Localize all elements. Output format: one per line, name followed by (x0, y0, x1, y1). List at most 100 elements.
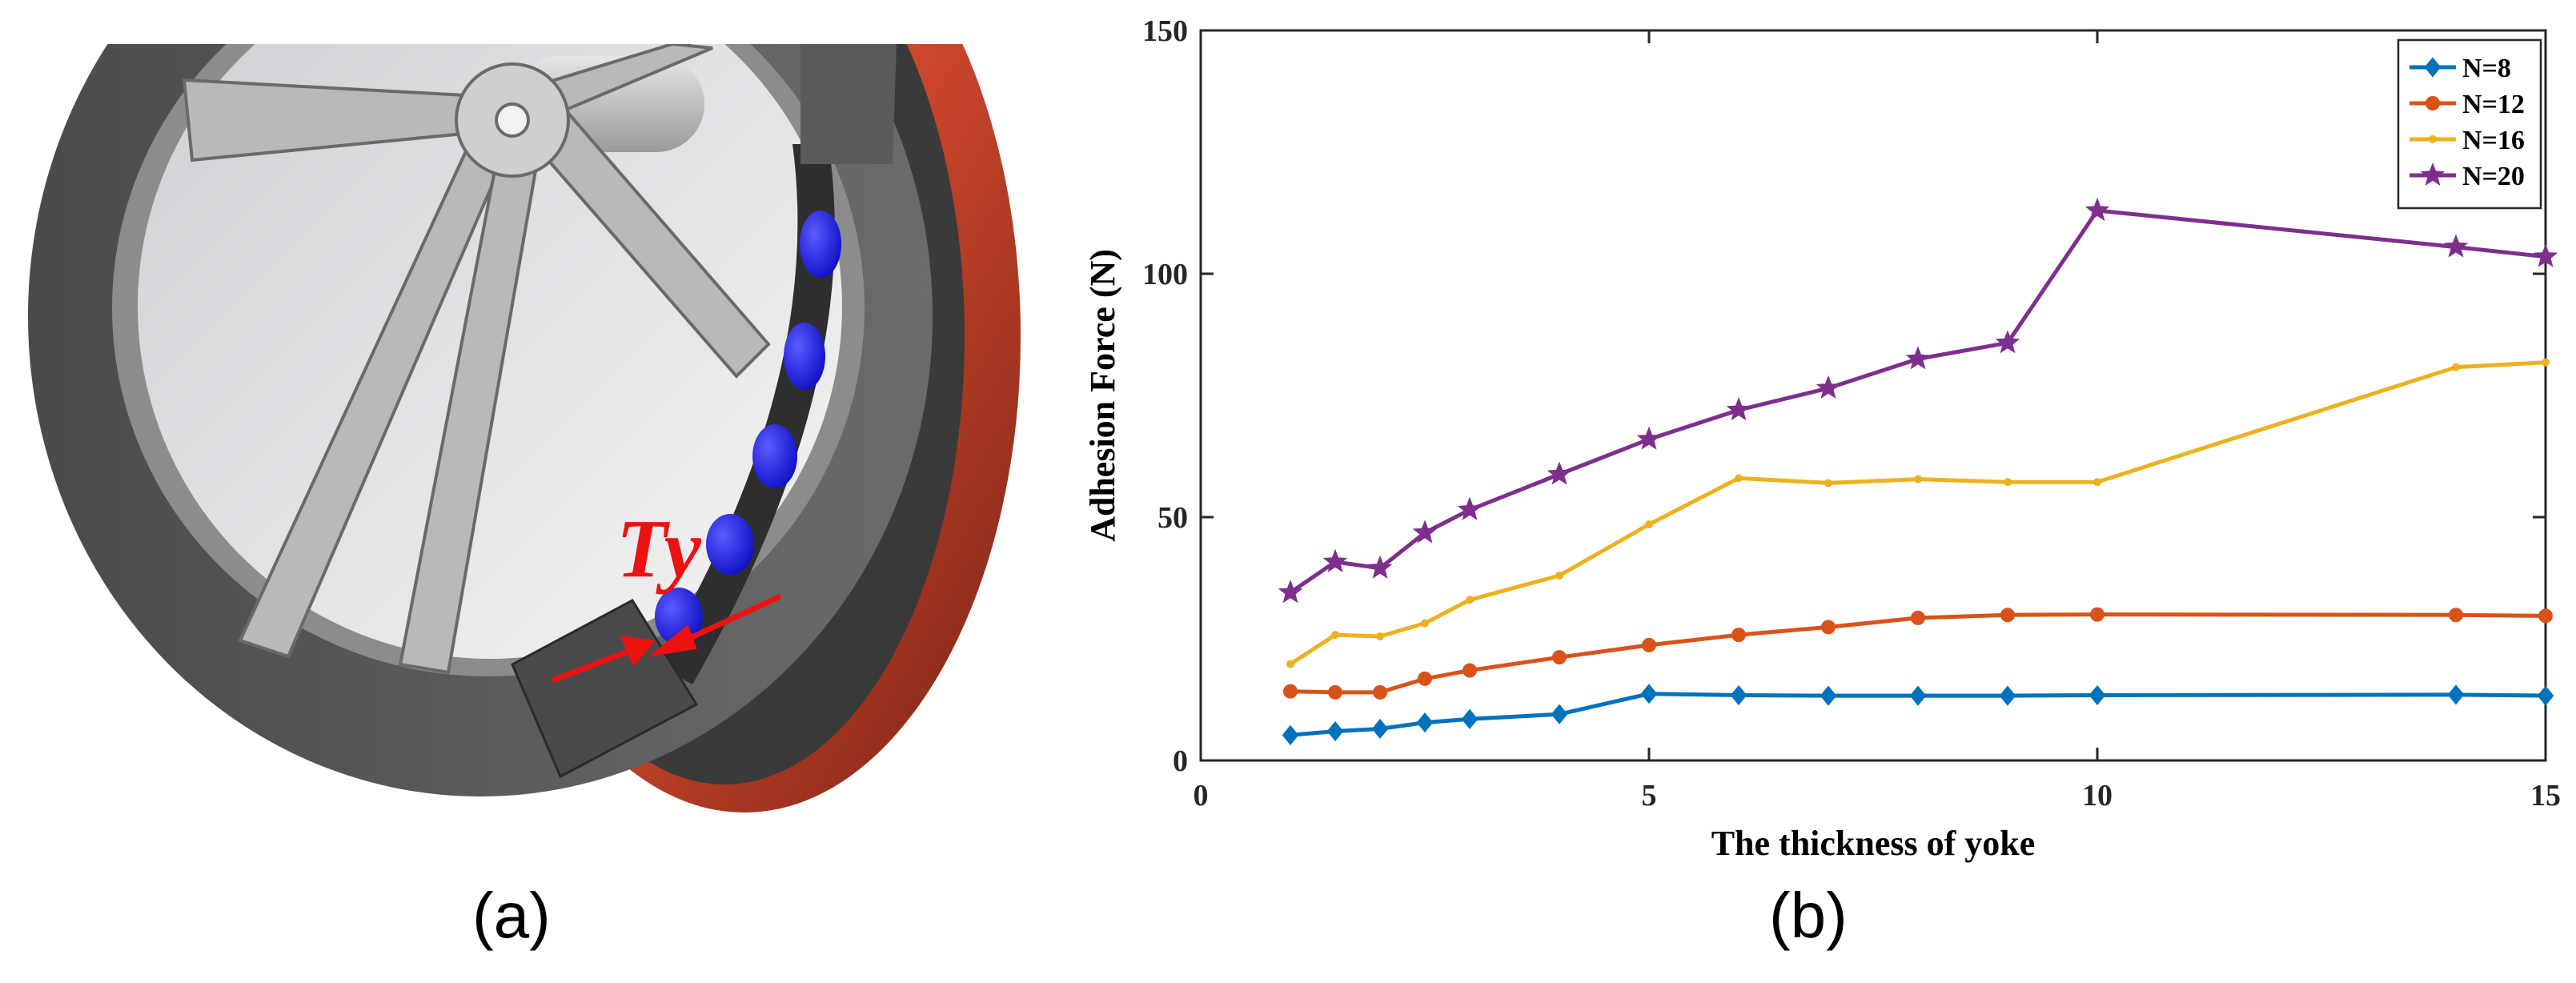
force-arrow (648, 624, 697, 657)
data-point (1286, 660, 1294, 668)
legend-label: N=16 (2462, 126, 2525, 155)
data-point (2449, 608, 2463, 623)
data-point (1642, 637, 1656, 652)
data-point (2093, 478, 2101, 487)
x-tick-label: 10 (2082, 779, 2113, 812)
magnet-cylinder (784, 323, 825, 390)
legend-item: N=8 (2409, 54, 2511, 83)
wheel-illustration: Ty (28, 44, 1021, 812)
data-point (2424, 57, 2442, 78)
data-point (1824, 479, 1832, 487)
data-point (2426, 96, 2440, 110)
series-line (1289, 208, 2546, 595)
series-line (1289, 360, 2546, 666)
y-tick-label: 150 (1142, 14, 1188, 48)
data-point (1322, 548, 1348, 573)
legend-label: N=12 (2462, 90, 2525, 119)
data-point (1412, 520, 1438, 544)
data-point (1367, 555, 1393, 579)
data-point (1371, 718, 1389, 740)
y-tick-label: 50 (1158, 501, 1188, 535)
data-point (2090, 607, 2105, 622)
data-point (2000, 608, 2015, 623)
data-point (2538, 608, 2553, 624)
series-n-16 (1286, 358, 2550, 668)
magnet-array (655, 211, 841, 645)
data-point (1730, 684, 1747, 706)
data-point (1726, 397, 1751, 421)
series-n-20 (1278, 197, 2558, 604)
data-point (1416, 712, 1434, 733)
force-arrows (551, 593, 782, 684)
data-point (2533, 243, 2558, 267)
data-point (1995, 330, 2020, 354)
data-point (1636, 426, 1662, 450)
x-tick-label: 0 (1194, 779, 1209, 812)
data-point (1418, 671, 1432, 686)
data-point (2088, 684, 2106, 706)
y-tick-label: 0 (1173, 744, 1188, 778)
data-point (1555, 571, 1563, 580)
data-point (1909, 685, 1927, 706)
x-tick-label: 15 (2530, 779, 2561, 812)
legend-label: N=20 (2462, 162, 2525, 191)
data-point (1914, 475, 1922, 483)
data-point (2084, 197, 2110, 221)
magnet-cylinder (800, 211, 841, 278)
data-point (1461, 708, 1479, 729)
data-point (1373, 684, 1387, 700)
data-point (1731, 628, 1746, 643)
rim-cutaway (800, 44, 897, 164)
data-point (2420, 162, 2446, 186)
x-tick-label: 5 (1642, 779, 1657, 812)
legend-item: N=20 (2409, 162, 2525, 191)
data-point (1282, 724, 1299, 745)
data-point (2443, 234, 2469, 258)
torque-label: Ty (616, 503, 702, 595)
panel-a-caption: (a) (472, 880, 551, 951)
plot-frame (1199, 29, 2547, 762)
series-line (1290, 692, 2546, 737)
data-point (1457, 496, 1483, 520)
data-point (1326, 720, 1344, 742)
panel-b-caption: (b) (1769, 880, 1848, 951)
data-point (2004, 478, 2012, 487)
data-point (1551, 704, 1568, 724)
y-axis-label: Adhesion Force (N) (1083, 249, 1122, 542)
legend-item: N=16 (2409, 126, 2525, 155)
data-point (2447, 684, 2465, 705)
data-point (1911, 610, 1925, 625)
data-point (1905, 346, 1931, 370)
data-point (1278, 580, 1303, 604)
data-point (1999, 685, 2016, 706)
chart-panel: 0 5 10 15 0 50 100 150 The thickness of yoke Adhe… (1065, 0, 2576, 979)
data-point (1820, 685, 1837, 706)
legend-label: N=8 (2462, 54, 2511, 83)
data-point (1331, 631, 1339, 640)
legend-item: N=12 (2409, 90, 2525, 119)
data-point (1421, 619, 1429, 628)
data-point (1376, 632, 1384, 640)
series-n-12 (1283, 607, 2553, 700)
y-tick-label: 100 (1142, 258, 1188, 291)
data-point (2429, 135, 2437, 143)
data-point (1645, 520, 1653, 529)
wheel-panel: Ty (0, 0, 1041, 849)
data-point (1552, 650, 1567, 665)
data-point (1466, 596, 1474, 604)
series-n-8 (1282, 684, 2554, 745)
data-point (1547, 461, 1572, 485)
data-point (2537, 685, 2554, 706)
magnet-cylinder (752, 424, 797, 488)
x-axis-label: The thickness of yoke (1711, 824, 2036, 863)
magnet-cylinder (655, 588, 703, 645)
magnet-cylinder (706, 514, 754, 575)
data-point (2452, 363, 2460, 371)
data-point (1816, 375, 1841, 399)
data-point (1821, 620, 1836, 635)
series-line (1290, 612, 2546, 695)
data-point (2542, 358, 2550, 367)
